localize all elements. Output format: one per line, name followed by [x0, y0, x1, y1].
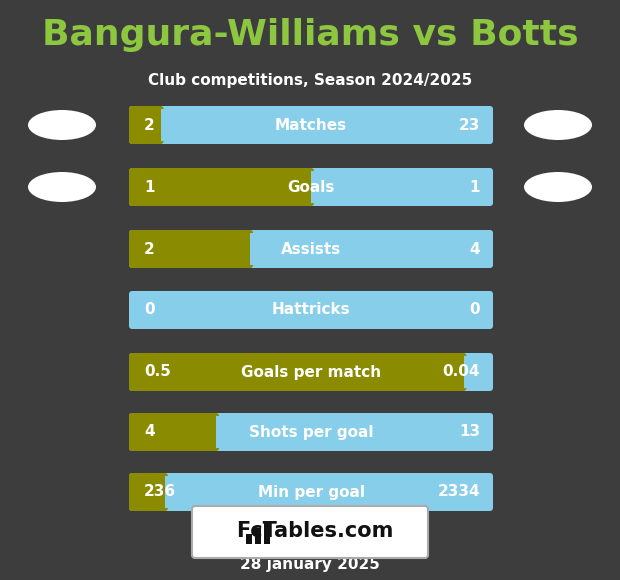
FancyBboxPatch shape	[129, 473, 168, 511]
Text: Hattricks: Hattricks	[272, 303, 350, 317]
FancyBboxPatch shape	[129, 106, 164, 144]
Text: Goals per match: Goals per match	[241, 364, 381, 379]
FancyBboxPatch shape	[129, 353, 466, 391]
Ellipse shape	[28, 110, 96, 140]
Text: 0: 0	[469, 303, 480, 317]
Text: 1: 1	[144, 179, 154, 194]
Bar	[311, 171, 490, 203]
FancyBboxPatch shape	[129, 291, 493, 329]
FancyBboxPatch shape	[129, 168, 314, 206]
Bar	[250, 233, 490, 265]
FancyBboxPatch shape	[192, 506, 428, 558]
FancyBboxPatch shape	[129, 473, 493, 511]
Text: 0.04: 0.04	[443, 364, 480, 379]
FancyBboxPatch shape	[129, 413, 493, 451]
FancyBboxPatch shape	[129, 106, 493, 144]
FancyBboxPatch shape	[129, 230, 493, 268]
Text: Assists: Assists	[281, 241, 341, 256]
Text: 236: 236	[144, 484, 176, 499]
Bar	[246, 534, 252, 544]
Text: Bangura-Williams vs Botts: Bangura-Williams vs Botts	[42, 18, 578, 52]
FancyBboxPatch shape	[129, 168, 493, 206]
Text: 2: 2	[144, 118, 155, 132]
Text: Matches: Matches	[275, 118, 347, 132]
Text: 28 january 2025: 28 january 2025	[240, 557, 380, 572]
FancyBboxPatch shape	[129, 413, 219, 451]
Bar	[216, 416, 490, 448]
Text: Min per goal: Min per goal	[257, 484, 365, 499]
Text: FcTables.com: FcTables.com	[236, 521, 394, 541]
Text: 1: 1	[469, 179, 480, 194]
Text: Club competitions, Season 2024/2025: Club competitions, Season 2024/2025	[148, 72, 472, 88]
Text: Goals: Goals	[287, 179, 335, 194]
Bar	[165, 476, 490, 508]
Text: 4: 4	[144, 425, 154, 440]
Text: 2: 2	[144, 241, 155, 256]
Bar	[264, 522, 270, 544]
Text: 23: 23	[459, 118, 480, 132]
Bar	[161, 109, 490, 141]
Ellipse shape	[524, 172, 592, 202]
Text: 4: 4	[469, 241, 480, 256]
Bar	[464, 356, 490, 388]
Text: 13: 13	[459, 425, 480, 440]
Text: 0: 0	[144, 303, 154, 317]
Text: 2334: 2334	[437, 484, 480, 499]
Ellipse shape	[28, 172, 96, 202]
Ellipse shape	[524, 110, 592, 140]
Bar	[255, 528, 261, 544]
Text: 0.5: 0.5	[144, 364, 171, 379]
FancyBboxPatch shape	[129, 353, 493, 391]
FancyBboxPatch shape	[129, 230, 253, 268]
Text: Shots per goal: Shots per goal	[249, 425, 373, 440]
